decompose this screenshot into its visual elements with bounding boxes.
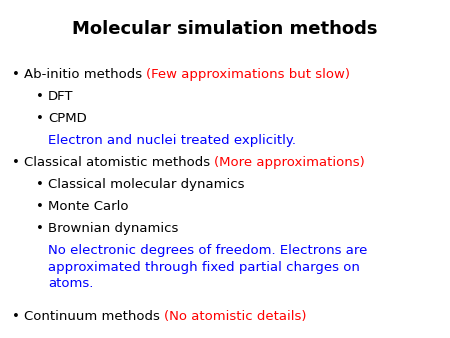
Text: •: • — [36, 112, 44, 125]
Text: DFT: DFT — [48, 90, 73, 103]
Text: Ab-initio methods: Ab-initio methods — [24, 68, 146, 81]
Text: (More approximations): (More approximations) — [214, 156, 365, 169]
Text: •: • — [36, 90, 44, 103]
Text: Monte Carlo: Monte Carlo — [48, 200, 129, 213]
Text: Molecular simulation methods: Molecular simulation methods — [72, 20, 378, 38]
Text: •: • — [12, 68, 20, 81]
Text: No electronic degrees of freedom. Electrons are
approximated through fixed parti: No electronic degrees of freedom. Electr… — [48, 244, 367, 290]
Text: Brownian dynamics: Brownian dynamics — [48, 222, 178, 235]
Text: •: • — [36, 222, 44, 235]
Text: Classical atomistic methods: Classical atomistic methods — [24, 156, 214, 169]
Text: (No atomistic details): (No atomistic details) — [164, 310, 306, 323]
Text: •: • — [36, 178, 44, 191]
Text: •: • — [36, 200, 44, 213]
Text: CPMD: CPMD — [48, 112, 87, 125]
Text: •: • — [12, 156, 20, 169]
Text: Classical molecular dynamics: Classical molecular dynamics — [48, 178, 244, 191]
Text: (Few approximations but slow): (Few approximations but slow) — [146, 68, 351, 81]
Text: Continuum methods: Continuum methods — [24, 310, 164, 323]
Text: Electron and nuclei treated explicitly.: Electron and nuclei treated explicitly. — [48, 134, 296, 147]
Text: •: • — [12, 310, 20, 323]
